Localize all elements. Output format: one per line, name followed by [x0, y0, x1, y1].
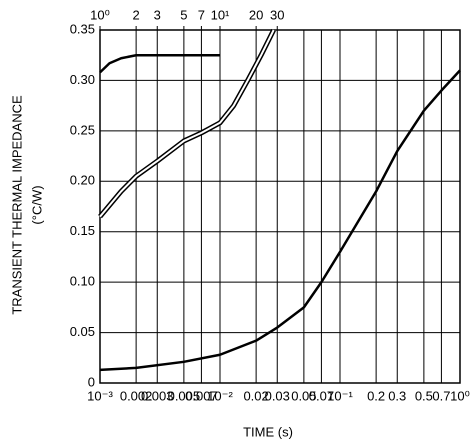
y-tick-label: 0.35	[70, 21, 95, 36]
x2-tick-label: 10¹	[211, 7, 230, 22]
x2-tick-label: 10⁰	[90, 7, 110, 22]
y-tick-label: 0.25	[70, 122, 95, 137]
y-tick-label: 0.20	[70, 173, 95, 188]
x2-tick-label: 5	[180, 7, 187, 22]
x-tick-label: 10⁻¹	[327, 388, 353, 403]
x-tick-label: 10⁰	[450, 388, 470, 403]
x-tick-label: 0.2	[367, 388, 385, 403]
y-tick-label: 0.30	[70, 72, 95, 87]
x-tick-label: 0.3	[388, 388, 406, 403]
x-tick-label: 0.003	[141, 388, 174, 403]
y-axis-label: TRANSIENT THERMAL IMPEDANCE	[9, 95, 24, 315]
x-tick-label: 0.07	[309, 388, 334, 403]
x-tick-label: 0.05	[291, 388, 316, 403]
x-tick-label: 10⁻³	[87, 388, 113, 403]
x-tick-label: 0.7	[432, 388, 450, 403]
x2-tick-label: 3	[154, 7, 161, 22]
x-axis-label: TIME (s)	[243, 424, 293, 439]
x-tick-label: 0.5	[415, 388, 433, 403]
x-tick-label: 0.005	[168, 388, 201, 403]
y-axis-label: (°C/W)	[29, 185, 44, 224]
data-line	[99, 69, 461, 372]
y-tick-label: 0	[88, 374, 95, 389]
y-tick-label: 0.05	[70, 324, 95, 339]
x-tick-label: 10⁻²	[207, 388, 233, 403]
x-tick-label: 0.02	[243, 388, 268, 403]
x2-tick-label: 30	[270, 7, 284, 22]
data-line-inner	[99, 29, 275, 218]
x-tick-label: 0.002	[120, 388, 153, 403]
x2-tick-label: 20	[249, 7, 263, 22]
y-tick-label: 0.10	[70, 274, 95, 289]
x2-tick-label: 2	[133, 7, 140, 22]
x2-tick-label: 7	[198, 7, 205, 22]
y-tick-label: 0.15	[70, 223, 95, 238]
data-line	[99, 53, 220, 74]
plot-frame	[99, 29, 461, 384]
x-tick-label: 0.007	[185, 388, 218, 403]
x-tick-label: 0.03	[265, 388, 290, 403]
